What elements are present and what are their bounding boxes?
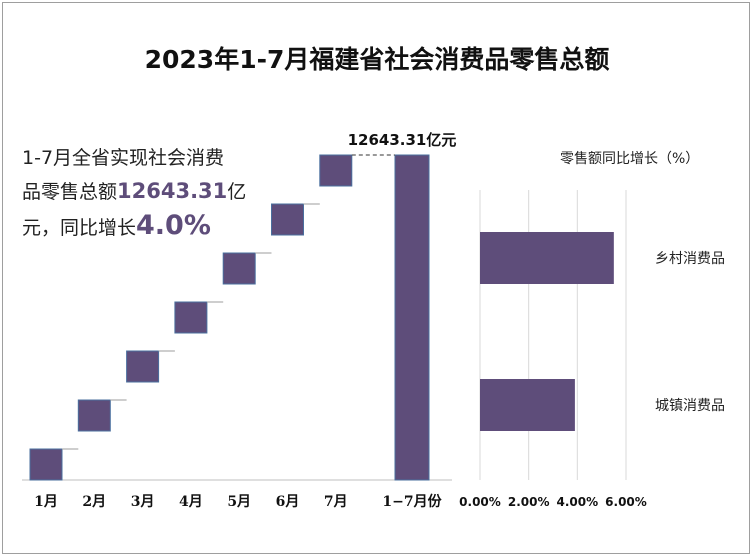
x-tick-label: 5月 <box>227 494 251 510</box>
waterfall-bar <box>319 154 353 187</box>
x-tick-label: 7月 <box>324 494 348 510</box>
x-tick-label: 1−7月份 <box>382 493 442 510</box>
x-tick-label: 3月 <box>131 494 155 510</box>
summary-growth-value: 4.0% <box>136 210 211 241</box>
summary-line-3: 元，同比增长4.0% <box>22 209 282 245</box>
waterfall-bar <box>126 350 160 383</box>
growth-bar <box>480 379 575 431</box>
x-tick-label: 4月 <box>179 494 203 510</box>
x-tick-label: 1月 <box>34 494 58 510</box>
growth-category-label: 乡村消费品 <box>655 251 725 267</box>
summary-line-3-prefix: 元，同比增长 <box>22 217 137 239</box>
x-tick-label: 6月 <box>276 494 300 510</box>
summary-total-value: 12643.31 <box>117 179 228 203</box>
growth-x-tick: 0.00% <box>459 495 501 509</box>
growth-x-tick: 4.00% <box>557 495 599 509</box>
summary-line-2-prefix: 品零售总额 <box>22 181 118 203</box>
summary-line-2-suffix: 亿 <box>227 181 247 203</box>
waterfall-bar <box>271 203 304 236</box>
waterfall-bar <box>222 252 256 285</box>
summary-line-1: 1-7月全省实现社会消费 <box>22 147 225 169</box>
growth-x-tick: 6.00% <box>605 495 647 509</box>
growth-category-label: 城镇消费品 <box>655 398 725 414</box>
growth-bar <box>480 232 614 284</box>
growth-chart-title: 零售额同比增长（%） <box>560 151 700 167</box>
growth-x-tick: 2.00% <box>508 495 550 509</box>
waterfall-bar <box>77 399 111 432</box>
chart-title: 2023年1-7月福建省社会消费品零售总额 <box>144 45 610 74</box>
x-tick-label: 2月 <box>82 494 106 510</box>
total-value-label: 12643.31亿元 <box>348 131 457 149</box>
summary-text: 1-7月全省实现社会消费 品零售总额12643.31亿 元，同比增长4.0% <box>22 142 282 245</box>
waterfall-total-bar <box>394 154 430 481</box>
waterfall-bar <box>29 448 63 481</box>
waterfall-bar <box>174 301 208 334</box>
summary-line-2: 品零售总额12643.31亿 <box>22 175 282 209</box>
